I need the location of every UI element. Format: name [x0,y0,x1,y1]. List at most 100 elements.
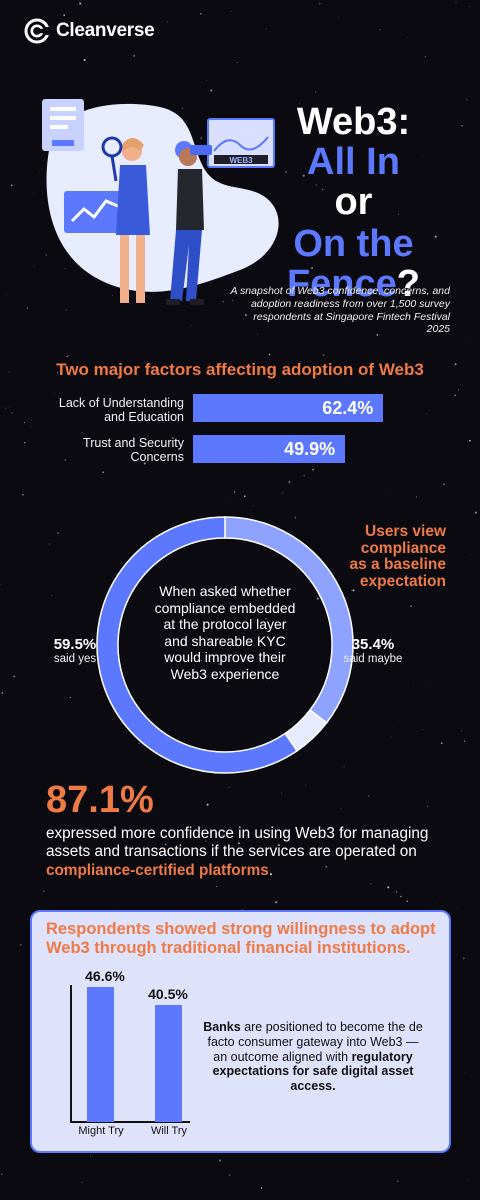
star [387,886,390,889]
star [165,843,167,846]
star [181,107,184,110]
banks-note: Banks are positioned to become the de fa… [202,1020,424,1094]
star [474,511,477,514]
star [390,736,392,738]
star [466,342,468,344]
star [303,474,306,477]
institution-value-2: 40.5% [148,985,188,1002]
star [8,371,10,373]
star [200,659,202,662]
star [376,334,379,336]
star [66,355,69,358]
star [56,532,60,535]
star [95,632,97,634]
donut-center-text: When asked whether compliance embedded a… [154,583,296,682]
side-note-line3: as a baseline [349,556,446,574]
star [200,13,202,15]
factor-bar-2: 49.9% [193,435,346,463]
star [297,119,298,120]
hero-illustration: WEB3 [42,99,279,305]
star [337,17,339,18]
yes-value: 59.5% [53,636,97,653]
star [379,28,381,31]
star [469,5,471,7]
star [436,903,437,905]
institution-label-1: Might Try [78,1125,124,1137]
yes-stat: 59.5% said yes [40,636,110,665]
star [0,583,1,586]
star [38,172,40,173]
star [193,644,195,647]
star [321,188,324,191]
star [60,873,63,876]
banks-note-plain: are positioned to become the de facto co… [207,1020,423,1064]
star [322,354,325,356]
star [228,786,230,788]
star [318,2,320,5]
binoculars-icon [190,145,212,155]
star [454,394,457,397]
star [302,174,305,177]
star [440,742,443,745]
star [53,393,55,395]
star [415,496,417,498]
page-title: Web3: All In or On the Fence? [287,103,420,303]
star [212,607,213,608]
star [45,253,48,256]
star [320,3,322,4]
star [1,692,4,694]
star [206,803,209,806]
star [89,1155,91,1157]
star [275,901,278,904]
star [425,412,427,414]
star [138,742,140,744]
star [253,505,254,507]
factor-value-2: 49.9% [284,438,336,459]
star [216,886,218,888]
star [166,21,168,23]
star [280,792,283,794]
star [10,184,13,187]
star [385,494,386,495]
star [351,590,353,591]
star [314,91,317,93]
star [285,171,287,173]
star [227,869,229,871]
star [243,495,246,498]
star [80,44,82,46]
confidence-text-main: expressed more confidence in using Web3 … [46,825,429,861]
star [22,493,24,496]
factor-label-1: Lack of Understanding and Education [30,396,184,425]
star [454,363,457,366]
factor-label-1-line2: and Education [104,410,184,425]
star [143,462,146,465]
star [190,324,192,326]
bar-baseline [70,1121,190,1123]
star [225,641,228,644]
star [1,1173,3,1175]
side-note-line2: compliance [360,539,446,557]
star [465,98,468,101]
star [257,334,259,336]
star [305,785,307,787]
star [369,882,372,885]
star [237,842,240,845]
star [69,696,72,699]
institution-bar-2 [155,1004,182,1122]
star [19,943,22,946]
star [79,2,82,5]
factor-label-1-line1: Lack of Understanding [58,396,184,410]
star [13,675,15,678]
star [168,419,170,421]
star [231,10,232,12]
star [294,517,296,519]
star [118,905,119,906]
star [374,831,375,833]
compliance-donut-chart [96,516,354,774]
star [282,492,284,494]
bar-axis [70,984,72,1122]
web3-screen-tag: WEB3 [229,156,253,165]
star [285,848,287,851]
star [379,163,380,165]
star [24,442,26,444]
